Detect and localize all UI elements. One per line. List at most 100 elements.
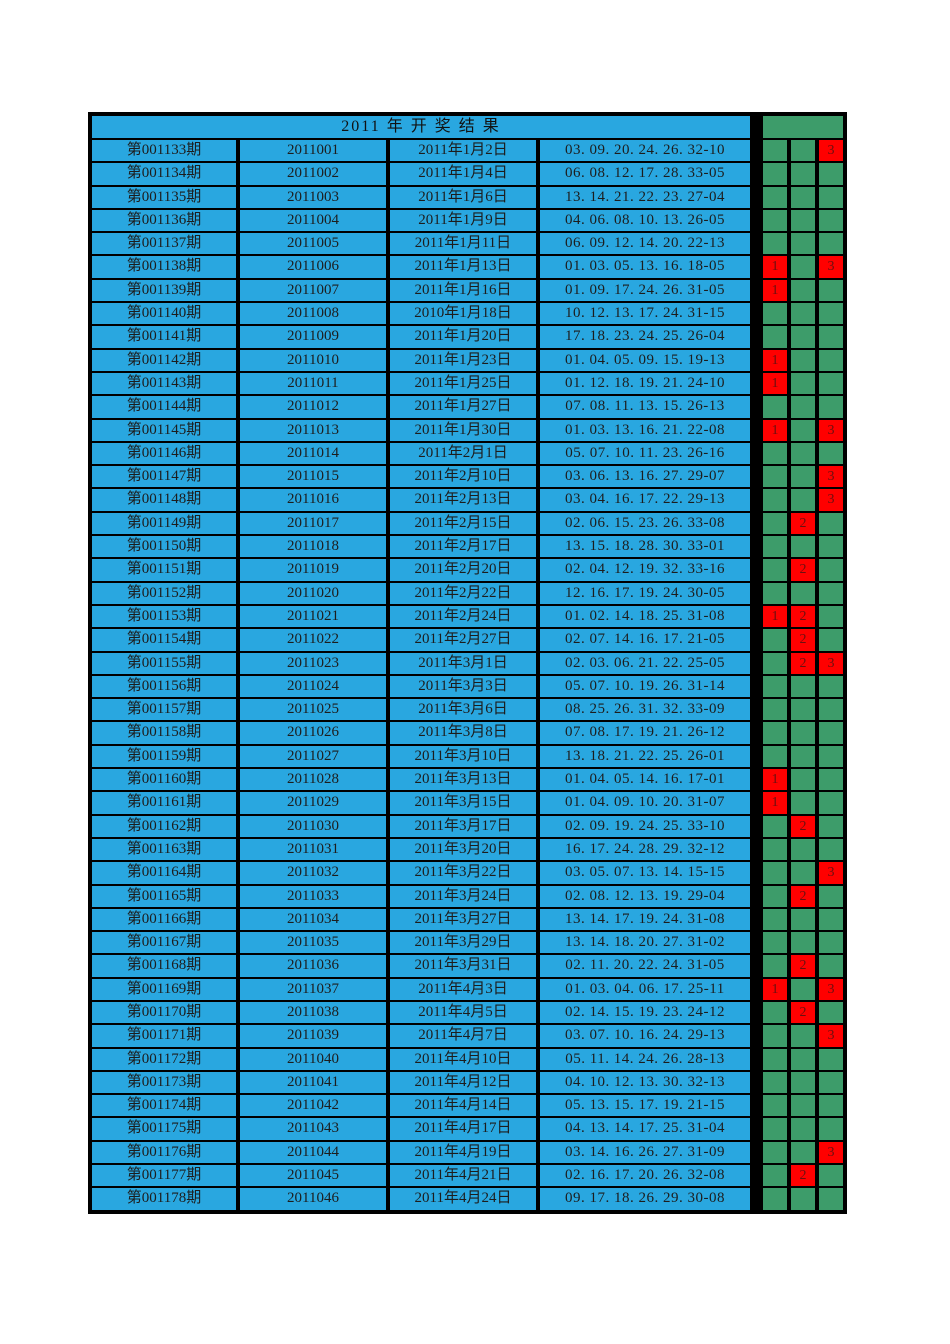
flag-cell-2: 2 bbox=[791, 512, 815, 535]
period-cell: 第001178期 bbox=[92, 1188, 236, 1210]
flag-cell-1 bbox=[763, 1141, 787, 1164]
numbers-cell: 08. 25. 26. 31. 32. 33-09 bbox=[540, 699, 750, 721]
column-divider bbox=[754, 792, 759, 814]
numbers-cell: 06. 09. 12. 14. 20. 22-13 bbox=[540, 233, 750, 255]
flag-cell-1 bbox=[763, 1025, 787, 1047]
column-divider bbox=[754, 675, 759, 698]
period-cell: 第001146期 bbox=[92, 442, 236, 465]
flag-cell-1 bbox=[763, 699, 787, 721]
flag-cell-2 bbox=[791, 466, 815, 488]
column-divider bbox=[754, 303, 759, 325]
column-divider bbox=[754, 885, 759, 907]
period-cell: 第001174期 bbox=[92, 1095, 236, 1117]
date-cell: 2011年3月8日 bbox=[390, 722, 536, 744]
period-cell: 第001173期 bbox=[92, 1071, 236, 1094]
numbers-cell: 13. 14. 18. 20. 27. 31-02 bbox=[540, 932, 750, 954]
table-body: 第001133期 2011001 2011年1月2日 03. 09. 20. 2… bbox=[92, 140, 843, 1210]
flag-cell-1: 1 bbox=[763, 769, 787, 791]
flag-cell-2 bbox=[791, 908, 815, 931]
table-row: 第001157期 2011025 2011年3月6日 08. 25. 26. 3… bbox=[92, 699, 843, 721]
period-cell: 第001148期 bbox=[92, 489, 236, 511]
flag-cell-3: 3 bbox=[819, 419, 843, 441]
flag-cell-1 bbox=[763, 209, 787, 232]
flag-cell-2 bbox=[791, 256, 815, 278]
period-cell: 第001140期 bbox=[92, 303, 236, 325]
date-cell: 2011年3月20日 bbox=[390, 838, 536, 861]
flag-cell-1 bbox=[763, 1188, 787, 1210]
table-row: 第001169期 2011037 2011年4月3日 01. 03. 04. 0… bbox=[92, 978, 843, 1000]
date-cell: 2011年4月19日 bbox=[390, 1141, 536, 1164]
column-divider bbox=[754, 536, 759, 558]
table-row: 第001149期 2011017 2011年2月15日 02. 06. 15. … bbox=[92, 512, 843, 535]
flag-cell-3 bbox=[819, 629, 843, 651]
draw-code-cell: 2011043 bbox=[240, 1118, 386, 1140]
column-divider bbox=[754, 1188, 759, 1210]
numbers-cell: 02. 03. 06. 21. 22. 25-05 bbox=[540, 652, 750, 674]
column-divider bbox=[754, 372, 759, 395]
flag-cell-3: 3 bbox=[819, 1025, 843, 1047]
numbers-cell: 01. 03. 05. 13. 16. 18-05 bbox=[540, 256, 750, 278]
flag-cell-1 bbox=[763, 932, 787, 954]
flag-cell-2 bbox=[791, 326, 815, 348]
column-divider bbox=[754, 489, 759, 511]
flag-cell-2 bbox=[791, 1141, 815, 1164]
flag-cell-1 bbox=[763, 186, 787, 208]
flag-cell-2: 2 bbox=[791, 629, 815, 651]
numbers-cell: 01. 09. 17. 24. 26. 31-05 bbox=[540, 279, 750, 302]
numbers-cell: 03. 06. 13. 16. 27. 29-07 bbox=[540, 466, 750, 488]
numbers-cell: 05. 11. 14. 24. 26. 28-13 bbox=[540, 1048, 750, 1070]
flag-cell-3: 3 bbox=[819, 140, 843, 162]
flag-cell-2 bbox=[791, 745, 815, 768]
date-cell: 2011年2月22日 bbox=[390, 582, 536, 604]
table-row: 第001154期 2011022 2011年2月27日 02. 07. 14. … bbox=[92, 629, 843, 651]
flag-cell-1: 1 bbox=[763, 279, 787, 302]
numbers-cell: 02. 14. 15. 19. 23. 24-12 bbox=[540, 1001, 750, 1024]
draw-code-cell: 2011036 bbox=[240, 955, 386, 977]
numbers-cell: 03. 04. 16. 17. 22. 29-13 bbox=[540, 489, 750, 511]
numbers-cell: 04. 06. 08. 10. 13. 26-05 bbox=[540, 209, 750, 232]
date-cell: 2011年3月15日 bbox=[390, 792, 536, 814]
numbers-cell: 02. 16. 17. 20. 26. 32-08 bbox=[540, 1165, 750, 1187]
column-divider bbox=[754, 186, 759, 208]
column-divider bbox=[754, 582, 759, 604]
flag-cell-2 bbox=[791, 442, 815, 465]
table-row: 第001155期 2011023 2011年3月1日 02. 03. 06. 2… bbox=[92, 652, 843, 674]
period-cell: 第001151期 bbox=[92, 559, 236, 581]
period-cell: 第001144期 bbox=[92, 396, 236, 418]
column-divider bbox=[754, 163, 759, 185]
flag-cell-3 bbox=[819, 1048, 843, 1070]
flag-cell-2 bbox=[791, 349, 815, 371]
column-divider bbox=[754, 838, 759, 861]
draw-code-cell: 2011016 bbox=[240, 489, 386, 511]
date-cell: 2011年3月6日 bbox=[390, 699, 536, 721]
flag-cell-1 bbox=[763, 233, 787, 255]
flag-cell-3 bbox=[819, 372, 843, 395]
column-divider bbox=[754, 1071, 759, 1094]
numbers-cell: 01. 03. 04. 06. 17. 25-11 bbox=[540, 978, 750, 1000]
flag-cell-3 bbox=[819, 163, 843, 185]
flag-cell-2 bbox=[791, 1048, 815, 1070]
flag-cell-2: 2 bbox=[791, 652, 815, 674]
table-row: 第001175期 2011043 2011年4月17日 04. 13. 14. … bbox=[92, 1118, 843, 1140]
draw-code-cell: 2011017 bbox=[240, 512, 386, 535]
flag-cell-3 bbox=[819, 233, 843, 255]
flag-cell-1 bbox=[763, 140, 787, 162]
flag-cell-2 bbox=[791, 932, 815, 954]
date-cell: 2011年2月15日 bbox=[390, 512, 536, 535]
flag-cell-1 bbox=[763, 885, 787, 907]
flag-cell-1 bbox=[763, 838, 787, 861]
numbers-cell: 04. 13. 14. 17. 25. 31-04 bbox=[540, 1118, 750, 1140]
column-divider bbox=[754, 466, 759, 488]
table-row: 第001140期 2011008 2010年1月18日 10. 12. 13. … bbox=[92, 303, 843, 325]
flag-cell-3: 3 bbox=[819, 466, 843, 488]
date-cell: 2011年1月6日 bbox=[390, 186, 536, 208]
table-row: 第001174期 2011042 2011年4月14日 05. 13. 15. … bbox=[92, 1095, 843, 1117]
flag-cell-3 bbox=[819, 326, 843, 348]
date-cell: 2011年3月17日 bbox=[390, 815, 536, 837]
date-cell: 2011年4月24日 bbox=[390, 1188, 536, 1210]
draw-code-cell: 2011040 bbox=[240, 1048, 386, 1070]
flag-cell-2 bbox=[791, 419, 815, 441]
numbers-cell: 02. 07. 14. 16. 17. 21-05 bbox=[540, 629, 750, 651]
column-divider bbox=[754, 279, 759, 302]
